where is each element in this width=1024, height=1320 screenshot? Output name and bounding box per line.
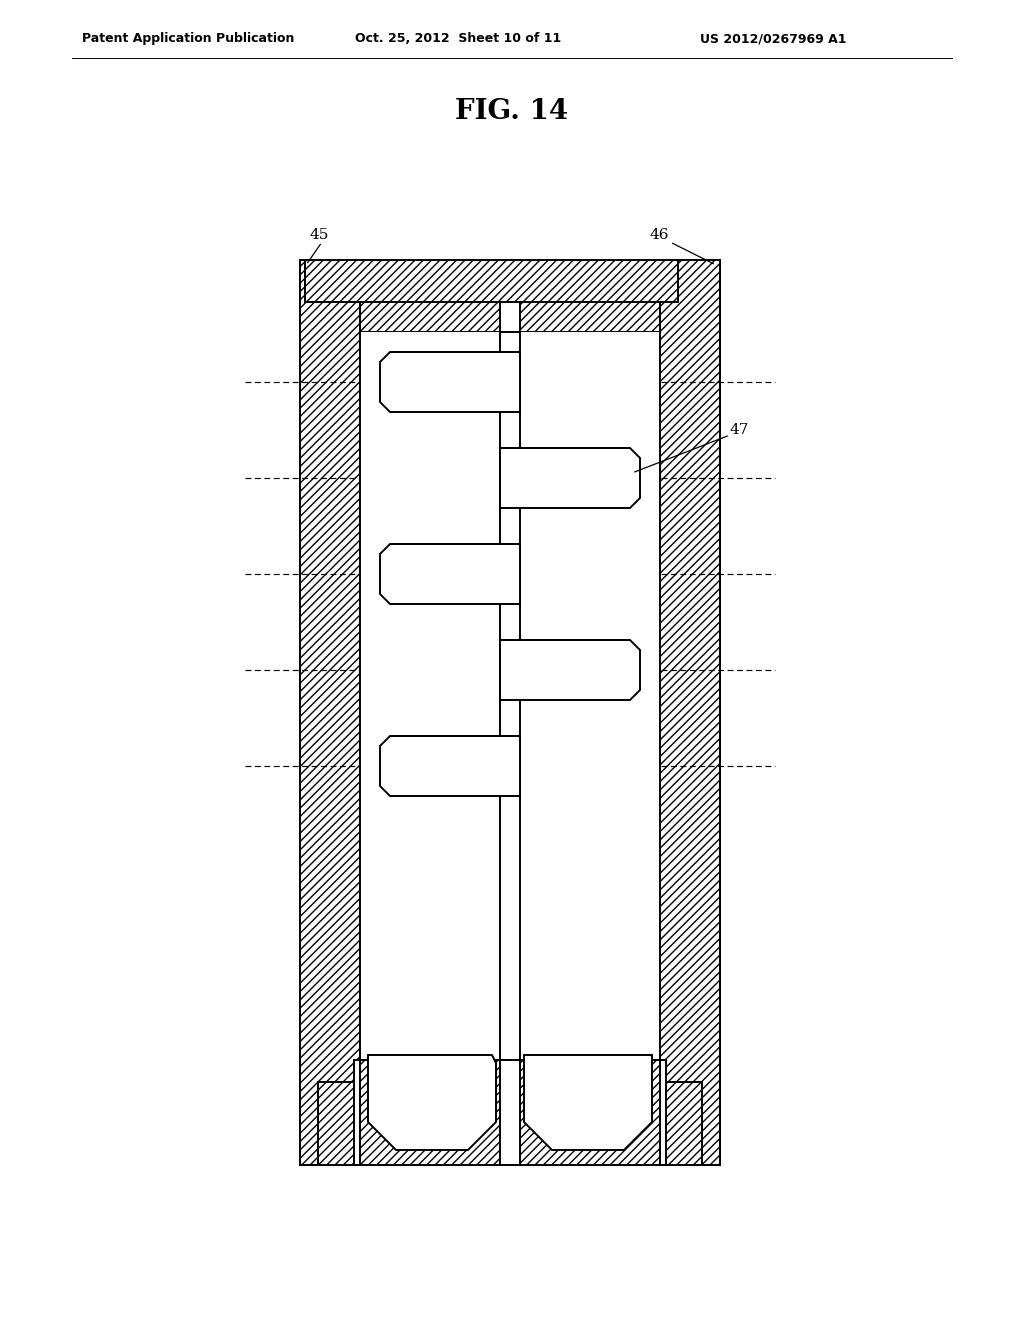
Polygon shape <box>500 640 640 700</box>
Polygon shape <box>305 260 678 333</box>
Polygon shape <box>300 260 360 1166</box>
Text: 45: 45 <box>310 228 330 242</box>
Text: Patent Application Publication: Patent Application Publication <box>82 32 294 45</box>
Polygon shape <box>524 1055 652 1150</box>
Text: Oct. 25, 2012  Sheet 10 of 11: Oct. 25, 2012 Sheet 10 of 11 <box>355 32 561 45</box>
Polygon shape <box>500 1060 520 1166</box>
Polygon shape <box>500 333 520 1060</box>
Polygon shape <box>660 260 720 1166</box>
Text: FIG. 14: FIG. 14 <box>456 98 568 125</box>
Polygon shape <box>380 544 520 605</box>
Polygon shape <box>368 1055 496 1150</box>
Polygon shape <box>360 333 500 1060</box>
Text: US 2012/0267969 A1: US 2012/0267969 A1 <box>700 32 847 45</box>
Polygon shape <box>520 1060 702 1166</box>
Polygon shape <box>380 352 520 412</box>
Polygon shape <box>318 1060 500 1166</box>
Text: 46: 46 <box>650 228 670 242</box>
Polygon shape <box>500 447 640 508</box>
Polygon shape <box>520 333 660 1060</box>
Text: 47: 47 <box>730 422 750 437</box>
Polygon shape <box>380 737 520 796</box>
